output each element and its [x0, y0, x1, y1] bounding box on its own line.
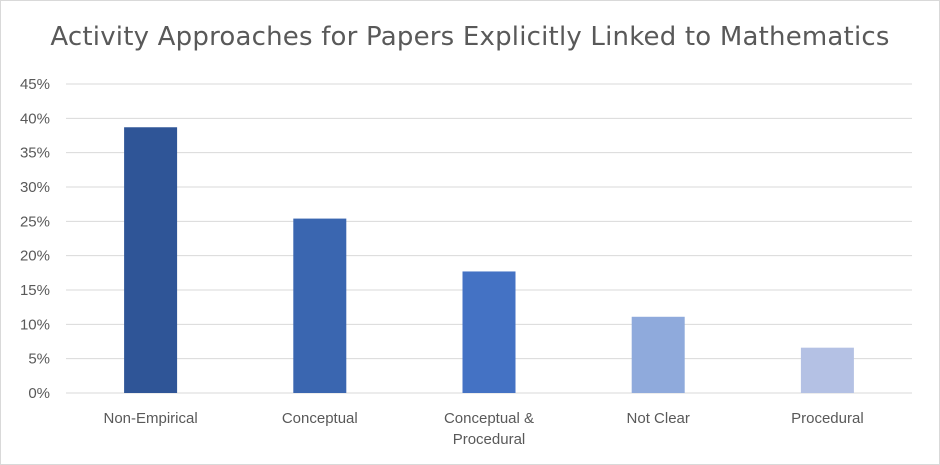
y-tick-label: 45% [20, 76, 50, 93]
bars [124, 127, 854, 393]
x-category-label: Conceptual & Procedural [444, 410, 534, 448]
bar [462, 271, 516, 393]
x-category-label: Not Clear [627, 410, 690, 427]
x-category-label: Non-Empirical [103, 410, 197, 427]
y-tick-label: 10% [20, 316, 50, 333]
y-tick-label: 15% [20, 282, 50, 299]
y-tick-label: 35% [20, 145, 50, 162]
y-tick-label: 20% [20, 248, 50, 265]
y-tick-label: 5% [28, 351, 50, 368]
y-tick-label: 40% [20, 110, 50, 127]
y-tick-label: 25% [20, 213, 50, 230]
x-axis-labels: Non-Empirical Conceptual Conceptual & Proce… [103, 410, 863, 448]
chart-title: Activity Approaches for Papers Explicitl… [50, 22, 890, 52]
x-category-label: Procedural [791, 410, 864, 427]
y-tick-label: 0% [28, 385, 50, 402]
bar [631, 316, 685, 393]
bar [293, 218, 347, 393]
bar [800, 347, 854, 393]
bar [124, 127, 178, 393]
y-tick-label: 30% [20, 179, 50, 196]
x-category-label: Conceptual [282, 410, 358, 427]
y-axis-ticks: 0% 5% 10% 15% 20% 25% 30% 35% 40% 45% [20, 76, 50, 402]
